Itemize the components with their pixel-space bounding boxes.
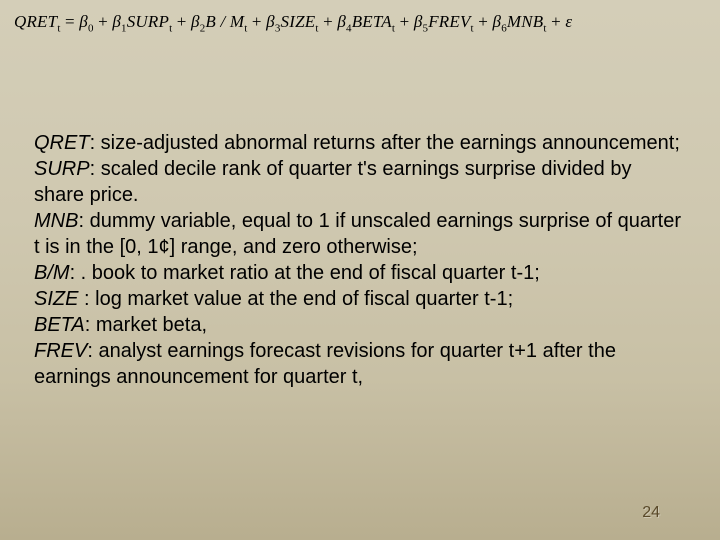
def-term-6: FREV xyxy=(34,340,87,362)
def-text-5: : market beta, xyxy=(85,314,207,336)
def-text-1: : scaled decile rank of quarter t's earn… xyxy=(34,158,631,206)
variable-definitions: QRET: size-adjusted abnormal returns aft… xyxy=(34,130,686,390)
def-text-4: : log market value at the end of fiscal … xyxy=(78,288,513,310)
eq-term-5: β5FREVt xyxy=(414,12,478,31)
eq-term-4: β4BETAt xyxy=(337,12,399,31)
eq-lhs-sub: t xyxy=(57,22,60,34)
def-term-5: BETA xyxy=(34,314,85,336)
eq-term-2: β2B / Mt xyxy=(191,12,252,31)
def-term-1: SURP xyxy=(34,158,90,180)
eq-term-1: β1SURPt xyxy=(112,12,176,31)
def-text-0: : size-adjusted abnormal returns after t… xyxy=(90,132,680,154)
eq-term-3: β3SIZEt xyxy=(266,12,323,31)
def-text-3: : . book to market ratio at the end of f… xyxy=(70,262,540,284)
def-term-2: MNB xyxy=(34,210,78,232)
def-term-4: SIZE xyxy=(34,288,78,310)
regression-equation: QRETt = β0 + β1SURPt + β2B / Mt + β3SIZE… xyxy=(14,12,572,34)
eq-error-term: ε xyxy=(565,12,572,31)
eq-term-0: β0 xyxy=(79,12,98,31)
page-number: 24 xyxy=(642,504,660,522)
def-term-3: B/M xyxy=(34,262,70,284)
def-term-0: QRET xyxy=(34,132,90,154)
eq-term-6: β6MNBt xyxy=(493,12,552,31)
def-text-6: : analyst earnings forecast revisions fo… xyxy=(34,340,616,388)
def-text-2: : dummy variable, equal to 1 if unscaled… xyxy=(34,210,681,258)
eq-lhs-var: QRET xyxy=(14,12,57,31)
